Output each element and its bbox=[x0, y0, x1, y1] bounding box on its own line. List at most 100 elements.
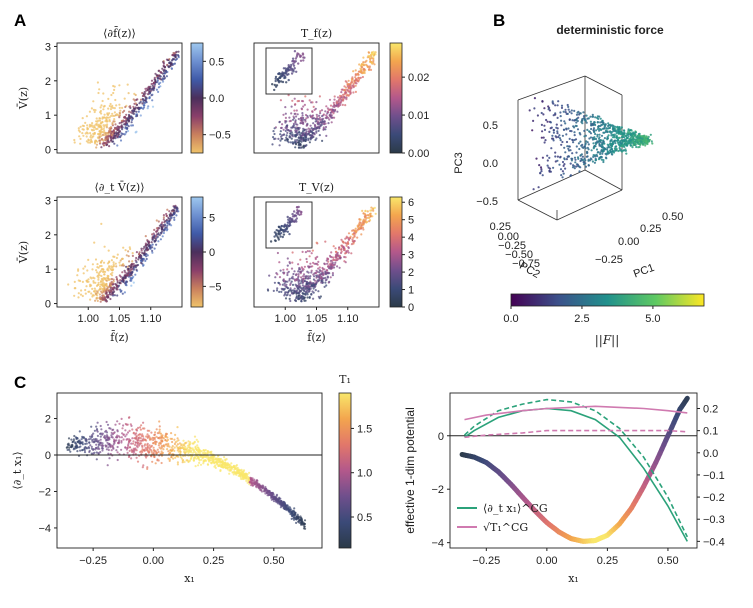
data-point bbox=[308, 272, 310, 274]
data-point bbox=[348, 80, 350, 82]
data-point bbox=[180, 456, 182, 458]
data-point bbox=[292, 278, 294, 280]
data-point bbox=[126, 124, 128, 126]
data-point bbox=[157, 437, 159, 439]
data-point bbox=[569, 130, 571, 132]
data-point bbox=[581, 146, 583, 148]
data-point bbox=[298, 268, 300, 270]
data-point bbox=[571, 112, 573, 114]
inset-point bbox=[300, 211, 302, 213]
data-point bbox=[87, 139, 89, 141]
data-point bbox=[136, 98, 138, 100]
data-point bbox=[131, 121, 133, 123]
data-point bbox=[105, 300, 107, 302]
data-point bbox=[298, 283, 300, 285]
data-point bbox=[333, 117, 335, 119]
data-point bbox=[106, 292, 108, 294]
data-point bbox=[91, 107, 93, 109]
data-point bbox=[147, 107, 149, 109]
data-point bbox=[101, 138, 103, 140]
data-point bbox=[544, 139, 546, 141]
data-point bbox=[123, 438, 125, 440]
data-point bbox=[319, 117, 321, 119]
colorbar bbox=[511, 294, 704, 306]
data-point bbox=[151, 241, 153, 243]
data-point bbox=[358, 63, 360, 65]
data-point bbox=[604, 148, 606, 150]
data-point bbox=[312, 114, 314, 116]
data-point bbox=[332, 262, 334, 264]
data-point bbox=[184, 442, 186, 444]
data-point bbox=[592, 160, 594, 162]
data-point bbox=[113, 439, 115, 441]
colorbar-tick-label: 0.0 bbox=[503, 313, 518, 325]
data-point bbox=[330, 260, 332, 262]
data-point bbox=[106, 126, 108, 128]
data-point bbox=[86, 115, 88, 117]
data-point bbox=[82, 268, 84, 270]
data-point bbox=[121, 107, 123, 109]
data-point bbox=[365, 60, 367, 62]
data-point bbox=[196, 449, 198, 451]
data-point bbox=[150, 90, 152, 92]
data-point bbox=[184, 461, 186, 463]
data-point bbox=[585, 115, 587, 117]
data-point bbox=[102, 281, 104, 283]
data-point bbox=[334, 262, 336, 264]
data-point bbox=[117, 129, 119, 131]
data-point bbox=[341, 251, 343, 253]
data-point bbox=[611, 151, 613, 153]
data-point bbox=[360, 227, 362, 229]
data-point bbox=[156, 219, 158, 221]
data-point bbox=[109, 105, 111, 107]
data-point bbox=[134, 99, 136, 101]
data-point bbox=[598, 134, 600, 136]
data-point bbox=[318, 130, 320, 132]
data-point bbox=[292, 276, 294, 278]
data-point bbox=[116, 420, 118, 422]
colorbar bbox=[390, 43, 402, 153]
data-point bbox=[319, 112, 321, 114]
inset-point bbox=[288, 233, 290, 235]
data-point bbox=[93, 441, 95, 443]
data-point bbox=[362, 228, 364, 230]
data-point bbox=[304, 280, 306, 282]
data-point bbox=[349, 89, 351, 91]
data-point bbox=[338, 248, 340, 250]
data-point bbox=[628, 128, 630, 130]
data-point bbox=[93, 452, 95, 454]
data-point bbox=[163, 218, 165, 220]
data-point bbox=[315, 101, 317, 103]
data-point bbox=[365, 221, 367, 223]
data-point bbox=[91, 288, 93, 290]
data-point bbox=[172, 54, 174, 56]
data-point bbox=[153, 236, 155, 238]
inset-point bbox=[277, 237, 279, 239]
data-point bbox=[346, 95, 348, 97]
data-point bbox=[107, 294, 109, 296]
data-point bbox=[103, 273, 105, 275]
data-point bbox=[113, 135, 115, 137]
data-point bbox=[121, 124, 123, 126]
data-point bbox=[84, 122, 86, 124]
data-point bbox=[565, 128, 567, 130]
data-point bbox=[89, 126, 91, 128]
data-point bbox=[145, 243, 147, 245]
data-point bbox=[298, 297, 300, 299]
data-point bbox=[73, 438, 75, 440]
data-point bbox=[309, 99, 311, 101]
data-point bbox=[140, 114, 142, 116]
data-point bbox=[282, 284, 284, 286]
data-point bbox=[593, 147, 595, 149]
inset-point bbox=[274, 231, 276, 233]
data-point bbox=[600, 118, 602, 120]
data-point bbox=[311, 270, 313, 272]
data-point bbox=[276, 494, 278, 496]
data-point bbox=[119, 107, 121, 109]
data-point bbox=[278, 282, 280, 284]
data-point bbox=[570, 163, 572, 165]
data-point bbox=[289, 284, 291, 286]
data-point bbox=[639, 146, 641, 148]
data-point bbox=[326, 279, 328, 281]
